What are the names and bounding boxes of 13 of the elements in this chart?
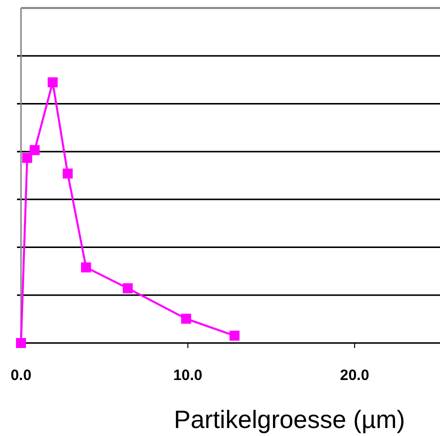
x-axis-title: Partikelgroesse (µm) — [174, 406, 406, 434]
point — [122, 283, 133, 294]
point — [30, 145, 40, 156]
point — [16, 338, 26, 348]
x-tick-label: 10.0 — [173, 367, 202, 384]
point — [62, 168, 73, 179]
x-tick-label: 0.0 — [10, 367, 32, 384]
point — [181, 314, 192, 324]
point — [48, 77, 58, 88]
point — [81, 262, 92, 272]
x-tick-label: 20.0 — [340, 367, 370, 384]
point — [22, 152, 32, 163]
point — [230, 330, 240, 341]
